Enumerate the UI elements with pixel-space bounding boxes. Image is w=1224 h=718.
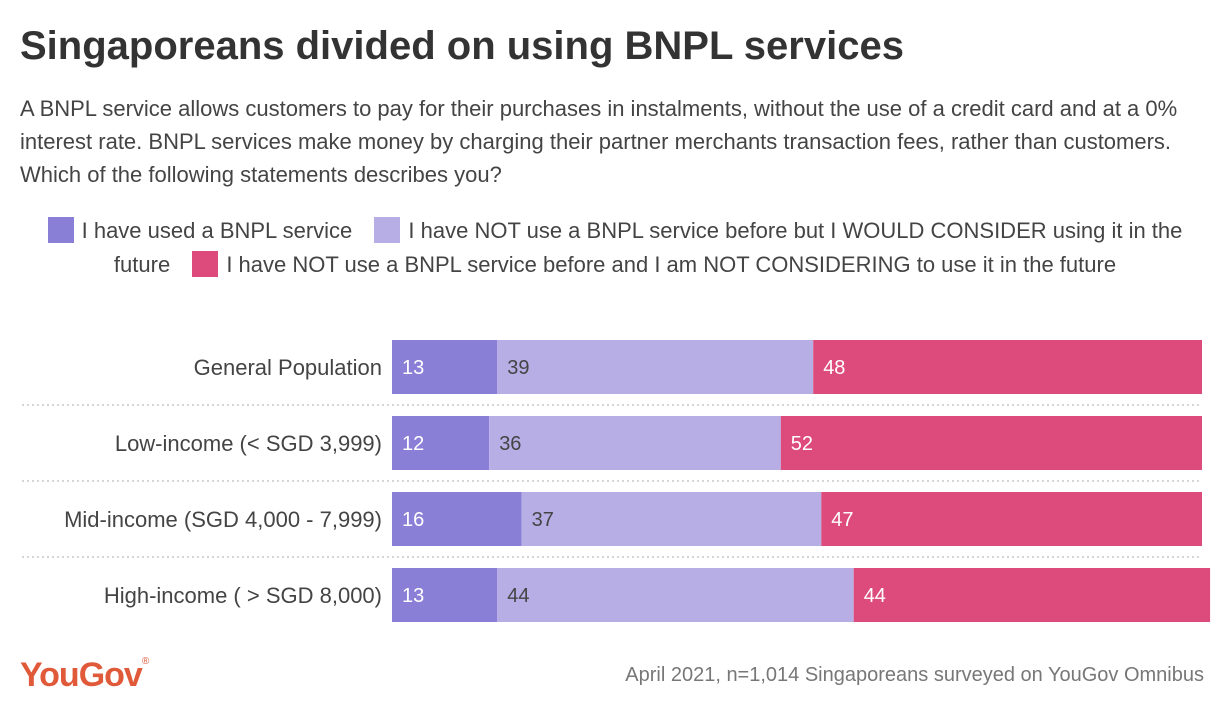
logo-text: YouGov [20, 656, 143, 694]
bar-mid-income-used [392, 492, 522, 546]
legend: I have used a BNPL service I have NOT us… [20, 214, 1210, 282]
legend-item-not-considering: I have NOT use a BNPL service before and… [176, 251, 1117, 277]
stacked-bar-chart: General Population 13 39 48 Low-income (< SG… [22, 340, 1211, 622]
legend-item-would-consider: I have NOT use a BNPL service before but… [113, 217, 1183, 277]
legend-swatch-used [47, 217, 74, 243]
data-label-general-population-not-considering: 48 [823, 357, 845, 379]
data-label-high-income-would-consider: 44 [507, 585, 529, 607]
category-label-high-income: High-income ( > SGD 8,000) [104, 583, 382, 608]
legend-label-used: I have used a BNPL service [81, 218, 353, 243]
bar-high-income-used [392, 568, 498, 622]
bar-low-income-used [392, 416, 490, 470]
data-label-mid-income-used: 16 [402, 509, 424, 531]
data-label-mid-income-would-consider: 37 [532, 509, 554, 531]
legend-label-not-considering: I have NOT use a BNPL service before and… [226, 252, 1117, 277]
category-label-low-income: Low-income (< SGD 3,999) [115, 431, 382, 456]
category-label-mid-income: Mid-income (SGD 4,000 - 7,999) [64, 507, 382, 532]
bar-general-population-would-consider [497, 340, 814, 394]
bar-mid-income-not-considering [821, 492, 1202, 546]
yougov-logo: YouGov® [20, 656, 149, 694]
data-label-general-population-used: 13 [402, 357, 424, 379]
data-label-general-population-would-consider: 39 [507, 357, 529, 379]
bar-high-income-would-consider [497, 568, 854, 622]
bar-general-population-used [392, 340, 498, 394]
bar-low-income-would-consider [489, 416, 781, 470]
legend-label-would-consider: I have NOT use a BNPL service before but… [113, 218, 1183, 277]
chart-subtitle: A BNPL service allows customers to pay f… [20, 96, 1178, 187]
source-footer: April 2021, n=1,014 Singaporeans surveye… [625, 664, 1204, 686]
category-label-general-population: General Population [194, 355, 382, 380]
data-label-mid-income-not-considering: 47 [831, 509, 853, 531]
data-label-low-income-used: 12 [402, 433, 424, 455]
bar-low-income-not-considering [780, 416, 1202, 470]
legend-swatch-would-consider [374, 217, 401, 243]
data-label-low-income-not-considering: 52 [791, 433, 813, 455]
chart-title: Singaporeans divided on using BNPL servi… [20, 24, 904, 68]
bar-general-population-not-considering [813, 340, 1202, 394]
bar-mid-income-would-consider [521, 492, 822, 546]
bar-high-income-not-considering [853, 568, 1211, 622]
legend-item-used: I have used a BNPL service [47, 217, 353, 243]
legend-swatch-not-considering [192, 251, 219, 277]
data-label-high-income-not-considering: 44 [864, 585, 886, 607]
data-label-low-income-would-consider: 36 [499, 433, 521, 455]
data-label-high-income-used: 13 [402, 585, 424, 607]
